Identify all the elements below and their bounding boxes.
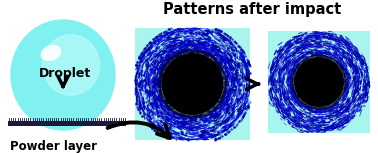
Circle shape xyxy=(295,58,343,106)
Circle shape xyxy=(163,54,223,114)
FancyArrowPatch shape xyxy=(108,122,170,138)
Ellipse shape xyxy=(11,20,115,130)
Text: Patterns after impact: Patterns after impact xyxy=(163,2,342,17)
Text: Droplet: Droplet xyxy=(39,67,91,80)
Circle shape xyxy=(292,55,346,109)
Bar xyxy=(135,28,250,140)
Text: Powder layer: Powder layer xyxy=(10,140,97,153)
Bar xyxy=(8,121,126,126)
Ellipse shape xyxy=(41,46,61,60)
Circle shape xyxy=(158,50,226,118)
Bar xyxy=(268,31,370,133)
Circle shape xyxy=(163,54,223,114)
Circle shape xyxy=(295,58,343,106)
Ellipse shape xyxy=(42,35,99,95)
